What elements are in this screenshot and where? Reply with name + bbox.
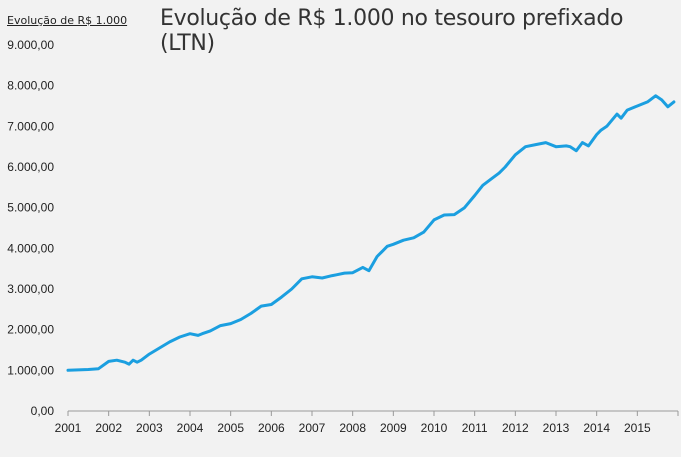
y-tick-label: 1.000,00 xyxy=(7,363,54,377)
x-tick-label: 2004 xyxy=(177,421,204,435)
x-tick-label: 2001 xyxy=(55,421,82,435)
x-tick-label: 2008 xyxy=(339,421,366,435)
y-tick-label: 4.000,00 xyxy=(7,241,54,255)
y-tick-label: 3.000,00 xyxy=(7,282,54,296)
series-line xyxy=(66,94,676,372)
x-tick-label: 2015 xyxy=(624,421,651,435)
x-tick-label: 2011 xyxy=(462,421,488,435)
x-tick-label: 2012 xyxy=(502,421,529,435)
y-axis: 0,00 1.000,00 2.000,00 3.000,00 4.000,00 5.00… xyxy=(7,38,54,418)
chart-title: Evolução de R$ 1.000 no tesouro prefixad… xyxy=(160,6,624,56)
y-tick-label: 7.000,00 xyxy=(7,119,54,133)
x-tick-label: 2009 xyxy=(380,421,407,435)
x-tick-label: 2005 xyxy=(217,421,244,435)
x-tick-label: 2010 xyxy=(421,421,448,435)
x-tick-label: 2003 xyxy=(136,421,163,435)
x-tick-label: 2013 xyxy=(543,421,570,435)
y-tick-label: 6.000,00 xyxy=(7,160,54,174)
y-tick-label: 9.000,00 xyxy=(7,38,54,52)
y-tick-label: 0,00 xyxy=(31,404,55,418)
y-tick-label: 2.000,00 xyxy=(7,323,54,337)
y-tick-label: 5.000,00 xyxy=(7,201,54,215)
x-axis: 2001 2002 2003 2004 2005 2006 2007 2008 2009 2010… xyxy=(55,411,679,435)
series-tag-label: Evolução de R$ 1.000 xyxy=(7,14,128,27)
x-tick-label: 2007 xyxy=(299,421,326,435)
x-tick-label: 2014 xyxy=(583,421,610,435)
y-tick-label: 8.000,00 xyxy=(7,79,54,93)
x-tick-label: 2002 xyxy=(95,421,122,435)
x-tick-label: 2006 xyxy=(258,421,285,435)
